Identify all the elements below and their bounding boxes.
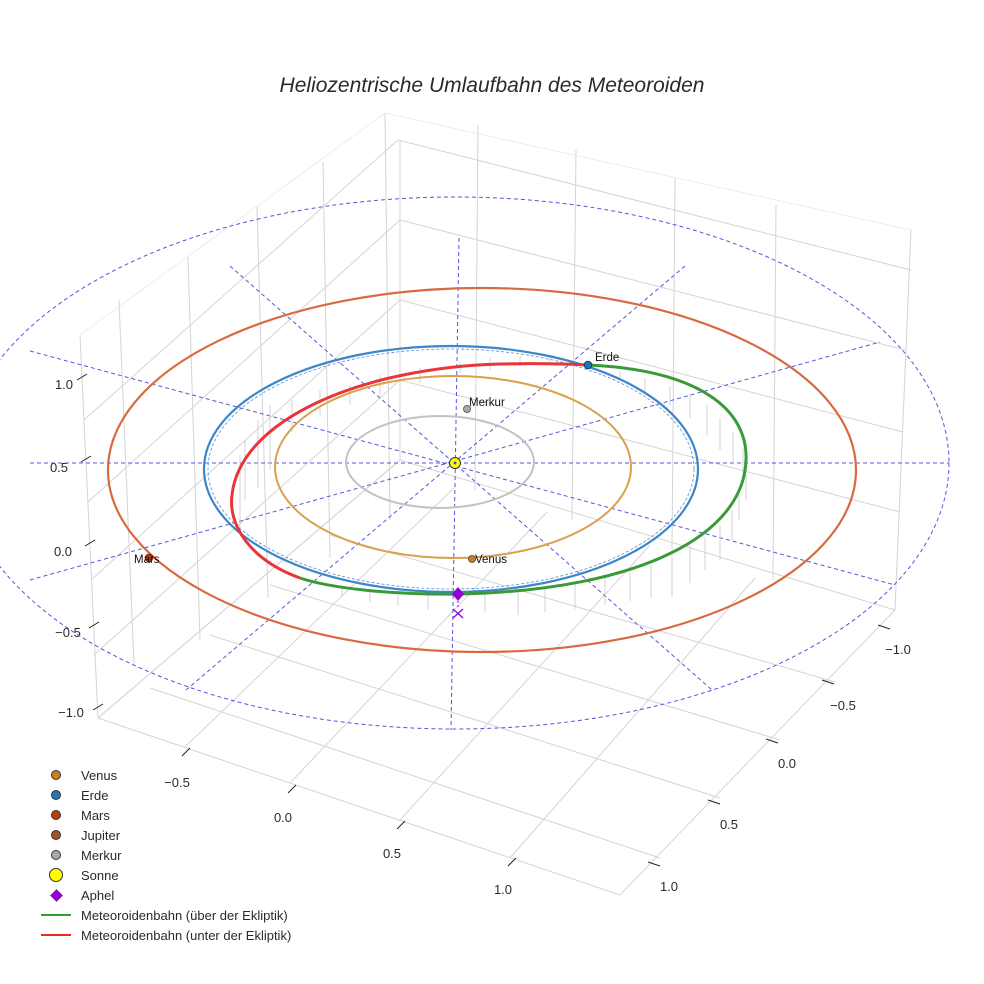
- venus-orbit: [274, 375, 632, 559]
- aphel-projection-x-icon: [452, 608, 464, 619]
- mercury-dot-icon: [51, 850, 61, 860]
- mars-marker: [144, 553, 154, 563]
- y-axis-ticks: [647, 624, 891, 867]
- venus-label: Venus: [475, 554, 507, 566]
- y-tick-label: −0.5: [830, 698, 856, 713]
- z-tick-label: −1.0: [58, 705, 84, 720]
- mercury-marker: [463, 405, 471, 413]
- legend-item-jupiter[interactable]: Jupiter: [38, 825, 291, 845]
- legend-item-erde[interactable]: Erde: [38, 785, 291, 805]
- ecliptic-reference: [0, 196, 950, 731]
- z-tick-label: −0.5: [55, 625, 81, 640]
- grid-lines: [79, 112, 912, 896]
- z-axis-ticks: [76, 373, 104, 711]
- y-tick-label: 0.5: [720, 817, 738, 832]
- legend-label: Meteoroidenbahn (unter der Ekliptik): [81, 927, 292, 943]
- legend-item-meteoroid-below[interactable]: Meteoroidenbahn (unter der Ekliptik): [38, 925, 291, 945]
- aphel-diamond-icon: [49, 888, 63, 902]
- aphel-marker: [452, 587, 464, 601]
- venus-marker: [468, 555, 476, 563]
- planet-labels: Merkur Venus Erde Mars: [134, 352, 619, 566]
- jupiter-dot-icon: [51, 830, 61, 840]
- y-tick-label: −1.0: [885, 642, 911, 657]
- legend-label: Venus: [81, 767, 118, 783]
- legend-item-merkur[interactable]: Merkur: [38, 845, 291, 865]
- green-line-icon: [41, 914, 71, 916]
- legend-item-meteoroid-above[interactable]: Meteoroidenbahn (über der Ekliptik): [38, 905, 291, 925]
- z-tick-label: 1.0: [55, 377, 73, 392]
- sun-center-dot: [453, 461, 457, 465]
- x-tick-label: 0.0: [274, 810, 292, 825]
- legend-label: Aphel: [81, 887, 115, 903]
- mars-dot-icon: [51, 810, 61, 820]
- x-tick-label: 1.0: [494, 882, 512, 897]
- y-tick-label: 1.0: [660, 879, 678, 894]
- mercury-orbit: [345, 415, 535, 509]
- z-tick-label: 0.0: [54, 544, 72, 559]
- legend-label: Merkur: [81, 847, 122, 863]
- earth-label: Erde: [595, 352, 619, 364]
- z-tick-label: 0.5: [50, 460, 68, 475]
- x-tick-label: 0.5: [383, 846, 401, 861]
- planet-markers[interactable]: [144, 360, 593, 619]
- earth-dot-icon: [51, 790, 61, 800]
- red-line-icon: [41, 934, 71, 936]
- legend-item-venus[interactable]: Venus: [38, 765, 291, 785]
- meteoroid-orbit-below-ecliptic: [230, 362, 589, 580]
- earth-orbit: [202, 344, 700, 594]
- planet-orbits: [106, 286, 858, 654]
- mars-label: Mars: [134, 554, 160, 566]
- y-tick-label: 0.0: [778, 756, 796, 771]
- x-axis-ticks: [181, 747, 517, 867]
- legend-label: Jupiter: [81, 827, 121, 843]
- legend-item-aphel[interactable]: Aphel: [38, 885, 291, 905]
- x-tick-label: −0.5: [164, 775, 190, 790]
- chart-title: Heliozentrische Umlaufbahn des Meteoroid…: [279, 74, 705, 97]
- earth-orbit-inner: [207, 348, 695, 590]
- legend: Venus Erde Mars Jupiter Merkur Sonne Aph…: [38, 765, 291, 945]
- meteoroid-orbit-above-ecliptic: [299, 363, 748, 596]
- legend-item-mars[interactable]: Mars: [38, 805, 291, 825]
- x-axis-tick-labels: −0.5 0.0 0.5 1.0: [164, 775, 512, 897]
- jupiter-orbit-visual: [106, 286, 858, 654]
- meteoroid-orbit: [230, 362, 748, 596]
- venus-dot-icon: [51, 770, 61, 780]
- legend-item-sonne[interactable]: Sonne: [38, 865, 291, 885]
- legend-label: Sonne: [81, 867, 119, 883]
- sun-dot-icon: [49, 868, 63, 882]
- meteoroid-drop-lines: [239, 355, 747, 615]
- legend-label: Erde: [81, 787, 109, 803]
- legend-label: Meteoroidenbahn (über der Ekliptik): [81, 907, 288, 923]
- mercury-label: Merkur: [469, 397, 505, 409]
- legend-label: Mars: [81, 807, 110, 823]
- earth-marker: [583, 360, 593, 370]
- z-axis-tick-labels: 1.0 0.5 0.0 −0.5 −1.0: [50, 377, 84, 720]
- y-axis-tick-labels: −1.0 −0.5 0.0 0.5 1.0: [660, 642, 911, 894]
